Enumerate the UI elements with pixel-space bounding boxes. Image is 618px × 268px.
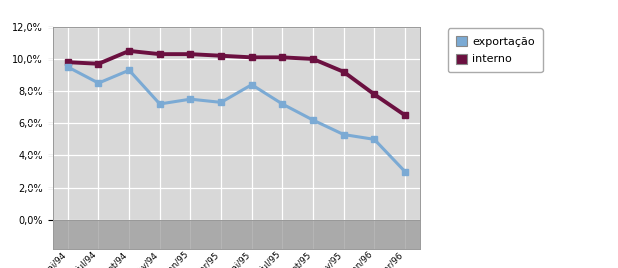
Legend: exportação, interno: exportação, interno [448, 28, 543, 72]
